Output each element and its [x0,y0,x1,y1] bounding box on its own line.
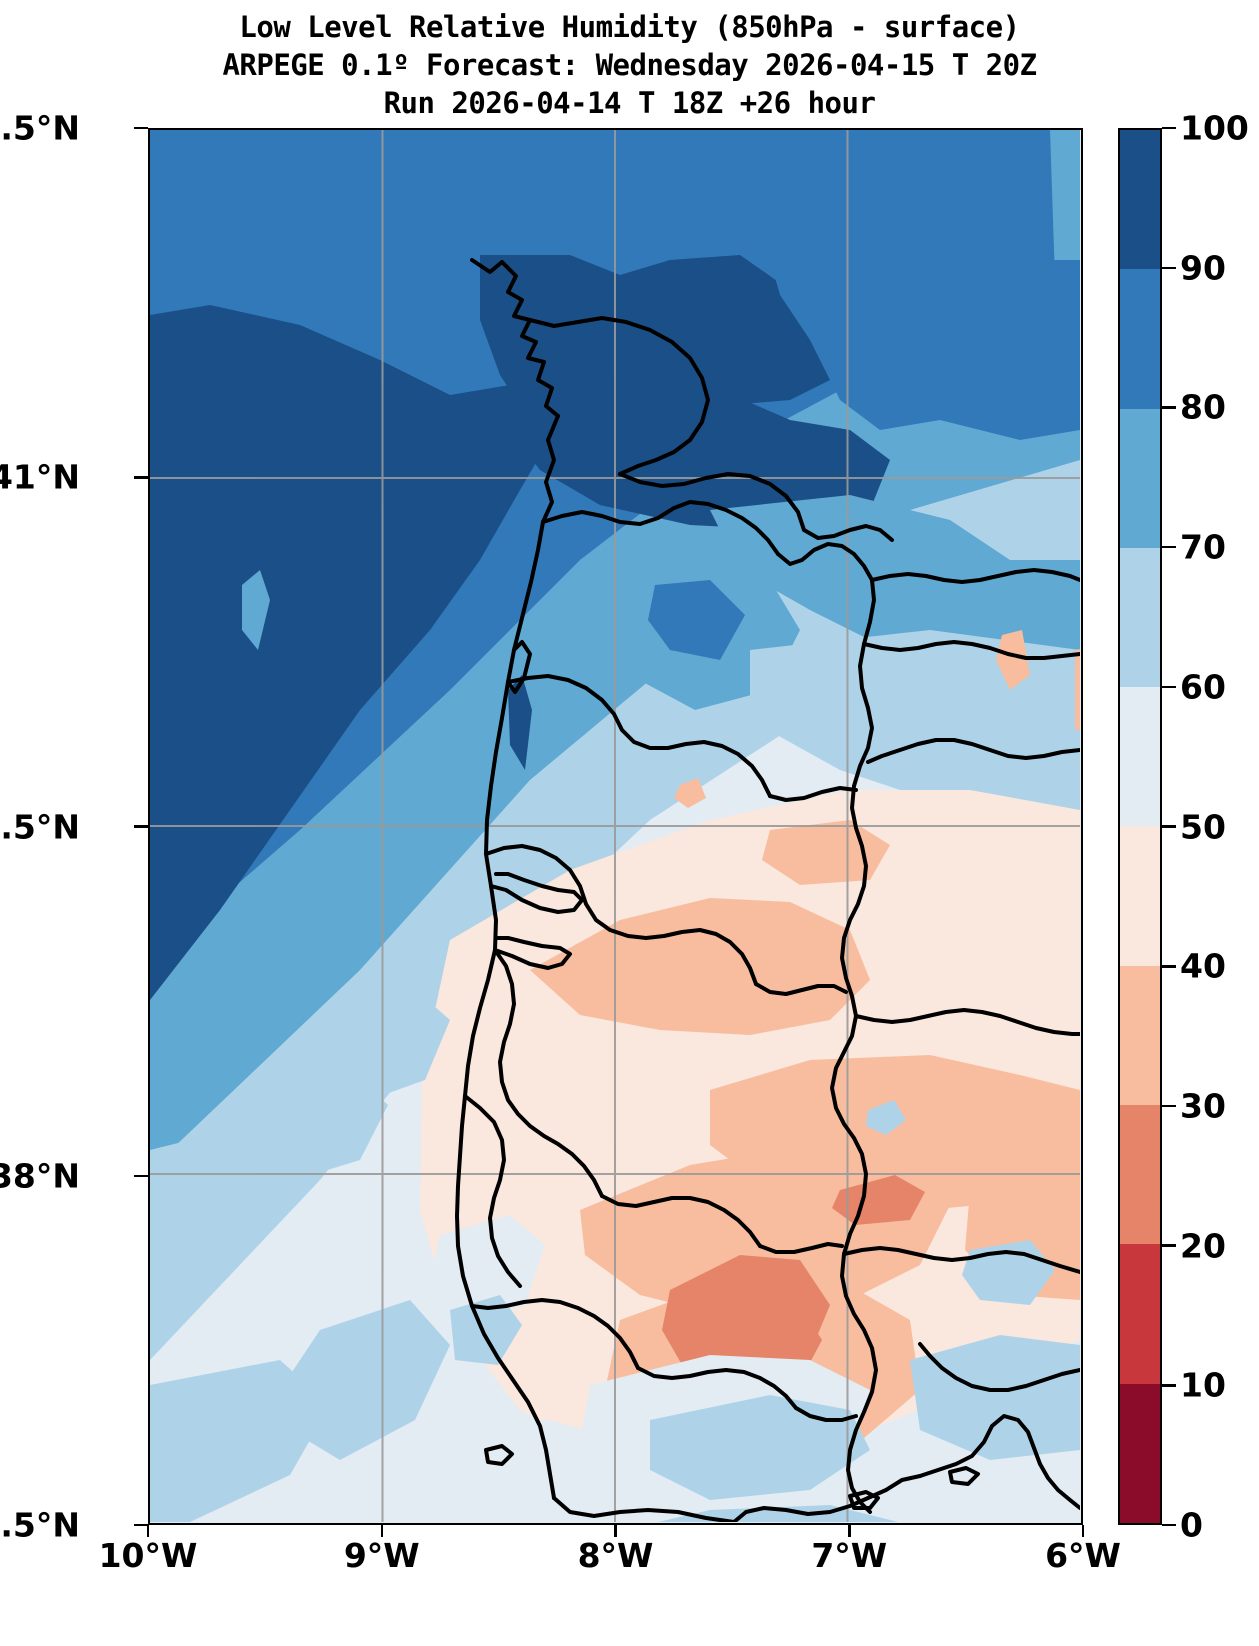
colorbar-tick-label-2: 80 [1180,387,1226,427]
colorbar-band-7 [1120,1105,1160,1245]
lat-tick-mark-2 [134,825,148,828]
lon-tick-label-3: 7°W [811,1536,888,1575]
colorbar-band-3 [1120,547,1160,688]
lat-tick-label-4: 36.5°N [0,1505,80,1545]
colorbar-band-6 [1120,965,1160,1106]
colorbar-band-0 [1120,130,1160,270]
colorbar-tick-label-3: 70 [1180,527,1226,567]
colorbar-band-5 [1120,826,1160,966]
title-line-1: Low Level Relative Humidity (850hPa - su… [239,10,1020,44]
lat-tick-mark-3 [134,1174,148,1178]
lat-tick-label-2: 39.5°N [0,807,80,846]
lon-tick-mark-0 [146,1525,150,1537]
colorbar-tick-mark-10 [1162,1523,1176,1527]
colorbar-tick-mark-7 [1162,1104,1176,1108]
colorbar-tick-label-4: 60 [1180,667,1226,707]
humidity-contour-map [150,130,1080,1522]
chart-title-block: Low Level Relative Humidity (850hPa - su… [0,8,1259,122]
colorbar-tick-mark-5 [1162,825,1176,828]
colorbar-band-4 [1120,687,1160,827]
lat-tick-label-0: 42.5°N [0,108,80,148]
colorbar-tick-label-1: 90 [1180,248,1226,288]
colorbar-band-8 [1120,1244,1160,1384]
colorbar-tick-mark-2 [1162,406,1176,409]
colorbar-tick-mark-4 [1162,685,1176,689]
lon-tick-label-4: 6°W [1045,1536,1121,1575]
colorbar-tick-mark-9 [1162,1384,1176,1387]
colorbar-band-1 [1120,269,1160,409]
lon-tick-mark-2 [614,1525,617,1537]
colorbar-tick-label-5: 50 [1180,807,1226,846]
map-plot-area [148,128,1083,1525]
lon-tick-label-1: 9°W [343,1536,420,1575]
lat-tick-label-1: 41°N [0,457,80,497]
colorbar-tick-mark-3 [1162,545,1176,549]
title-line-3: Run 2026-04-14 T 18Z +26 hour [383,86,876,120]
colorbar-tick-mark-0 [1162,126,1176,130]
colorbar-tick-mark-8 [1162,1244,1176,1247]
lat-tick-label-3: 38°N [0,1156,80,1196]
lat-tick-mark-4 [134,1523,148,1527]
colorbar[interactable] [1118,128,1162,1525]
lon-tick-mark-1 [380,1525,384,1537]
lat-tick-mark-1 [134,476,148,479]
colorbar-tick-label-10: 0 [1180,1505,1203,1545]
colorbar-band-2 [1120,408,1160,548]
lon-tick-label-0: 10°W [98,1536,198,1575]
title-line-2: ARPEGE 0.1º Forecast: Wednesday 2026-04-… [222,48,1037,82]
colorbar-tick-label-9: 10 [1180,1365,1226,1405]
lon-tick-label-2: 8°W [577,1536,654,1575]
colorbar-tick-label-8: 20 [1180,1226,1226,1266]
colorbar-tick-label-7: 30 [1180,1086,1226,1126]
map-canvas [150,130,1080,1522]
lat-tick-mark-0 [134,126,148,130]
colorbar-tick-mark-6 [1162,965,1176,968]
lon-tick-mark-3 [848,1525,851,1537]
colorbar-tick-label-0: 100 [1180,108,1249,148]
colorbar-tick-mark-1 [1162,266,1176,269]
colorbar-tick-label-6: 40 [1180,946,1226,986]
colorbar-band-9 [1120,1383,1160,1523]
lon-tick-mark-4 [1081,1525,1085,1537]
